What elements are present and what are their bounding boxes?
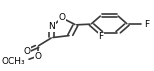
- Text: OCH₃: OCH₃: [2, 57, 25, 66]
- Text: O: O: [58, 13, 65, 22]
- Text: N: N: [49, 23, 55, 31]
- Text: O: O: [23, 47, 30, 56]
- Text: F: F: [98, 32, 103, 41]
- Text: F: F: [144, 20, 149, 29]
- Text: O: O: [34, 52, 41, 61]
